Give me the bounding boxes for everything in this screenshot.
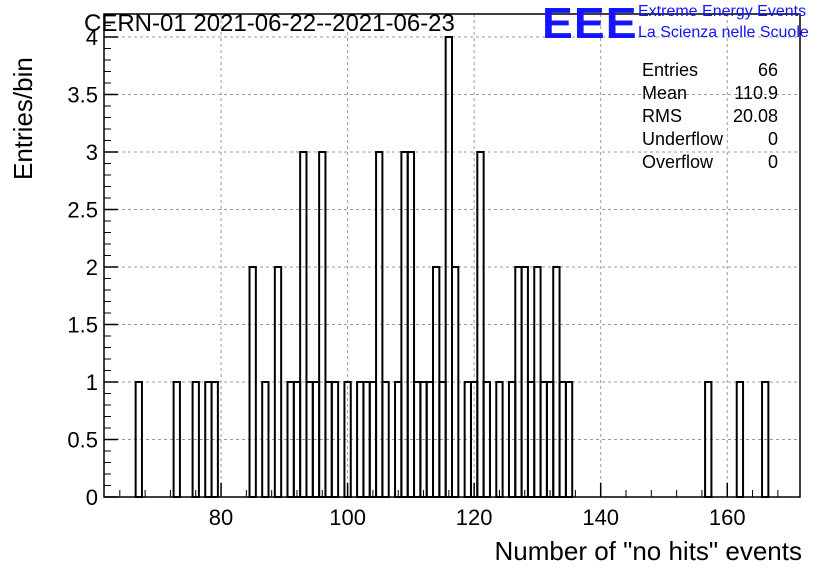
y-tick-label: 0 (86, 485, 98, 510)
stat-value-underflow: 0 (767, 129, 778, 149)
stat-label-entries: Entries (642, 60, 699, 80)
x-tick-label: 140 (582, 505, 619, 530)
x-tick-label: 120 (456, 505, 493, 530)
stat-label-mean: Mean (642, 83, 688, 103)
x-axis: 80 100 120 140 160 (119, 483, 779, 530)
histogram-bin (261, 381, 270, 498)
x-tick-label: 160 (709, 505, 746, 530)
histogram-bin (735, 381, 745, 498)
stat-value-rms: 20.08 (732, 106, 778, 126)
logo-line-2: La Scienza nelle Scuole (638, 24, 809, 41)
histogram-bars (134, 36, 770, 498)
x-axis-label: Number of "no hits" events (494, 536, 803, 566)
eee-logo: EEE (542, 0, 638, 48)
y-tick-label: 2 (86, 255, 98, 280)
stat-label-overflow: Overflow (642, 152, 714, 172)
stat-label-rms: RMS (642, 106, 682, 126)
y-tick-label: 2.5 (67, 198, 98, 223)
histogram-bin (482, 381, 491, 498)
stat-value-mean: 110.9 (734, 83, 778, 103)
histogram-bin (134, 381, 143, 498)
x-tick-label: 80 (209, 505, 233, 530)
y-tick-label: 1 (86, 370, 98, 395)
y-axis: 0 0.5 1 1.5 2 2.5 3 3.5 4 (67, 13, 118, 510)
y-tick-label: 1.5 (67, 313, 98, 338)
histogram-bin (381, 381, 390, 498)
histogram-bin (704, 381, 713, 498)
x-tick-label: 100 (329, 505, 366, 530)
y-tick-label: 0.5 (67, 428, 98, 453)
histogram-bin (495, 381, 504, 498)
stat-value-entries: 66 (757, 60, 778, 80)
histogram-bin (248, 266, 257, 498)
y-tick-label: 3 (86, 140, 98, 165)
stat-label-underflow: Underflow (642, 129, 724, 149)
logo-line-1: Extreme Energy Events (638, 3, 807, 20)
histogram-bin (564, 381, 574, 498)
stat-value-overflow: 0 (767, 152, 778, 172)
y-tick-label: 4 (86, 25, 98, 50)
histogram-bin (451, 266, 460, 498)
chart-title: CERN-01 2021-06-22--2021-06-23 (84, 10, 455, 37)
y-tick-label: 3.5 (67, 83, 98, 108)
y-axis-label: Entries/bin (8, 57, 38, 180)
